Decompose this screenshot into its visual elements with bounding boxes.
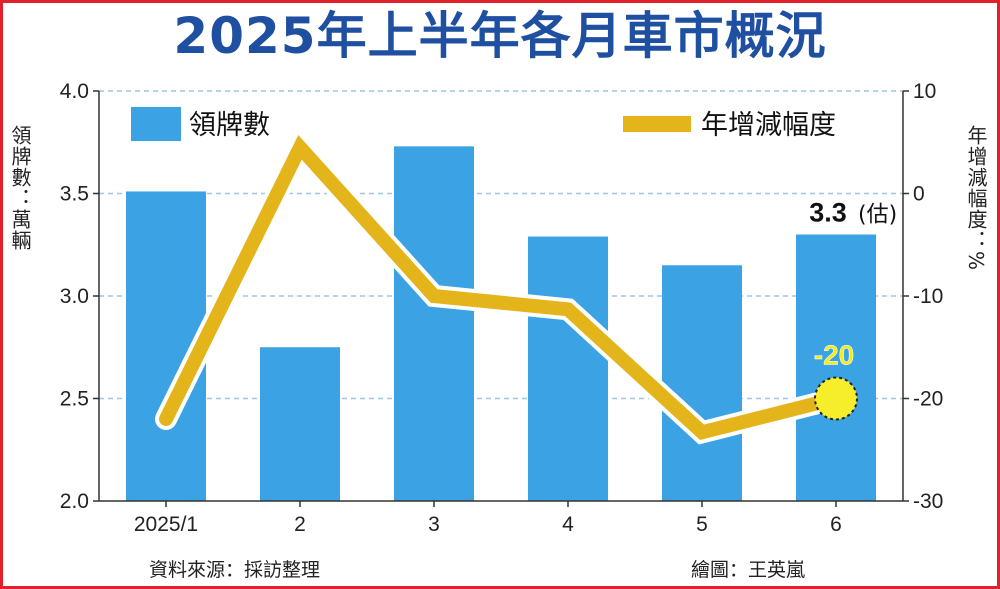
combo-chart: 2.0 2.5 3.0 3.5 4.0 -30 -20 -10 0 10 2025/1 2 3 4 5 6 領… bbox=[60, 80, 944, 536]
left-axis-label: 領牌數：萬輛 bbox=[8, 125, 32, 251]
line-point-3 bbox=[566, 307, 570, 312]
x-tick-label: 6 bbox=[830, 513, 842, 536]
source-note: 資料來源：採訪整理 bbox=[149, 559, 321, 581]
line-point-0 bbox=[164, 417, 168, 421]
legend-bar-label: 領牌數 bbox=[189, 110, 270, 141]
right-tick-label: 0 bbox=[913, 183, 925, 206]
left-tick-label: 2.0 bbox=[60, 490, 89, 513]
right-tick-label: -20 bbox=[913, 388, 943, 411]
right-axis-label: 年增減幅度：% bbox=[964, 125, 988, 272]
right-tick-label: -10 bbox=[913, 285, 943, 308]
legend-bar-swatch bbox=[131, 107, 181, 141]
chart-title: 2025年上半年各月車市概況 bbox=[173, 7, 827, 65]
right-tick-label: 10 bbox=[913, 80, 936, 103]
left-tick-label: 3.0 bbox=[60, 285, 89, 308]
grid-lines bbox=[99, 90, 903, 400]
bar-4 bbox=[662, 265, 742, 501]
x-tick-label: 3 bbox=[428, 513, 440, 536]
legend-line-label: 年增減幅度 bbox=[701, 110, 836, 141]
x-tick-label: 2025/1 bbox=[134, 513, 198, 536]
line-point-4 bbox=[700, 430, 704, 435]
legend-line-swatch bbox=[623, 116, 691, 132]
bar-note-annotation: (估) bbox=[858, 203, 897, 228]
line-point-1 bbox=[298, 145, 302, 150]
right-tick-label: -30 bbox=[913, 490, 943, 513]
left-tick-label: 4.0 bbox=[60, 80, 89, 103]
line-value-annotation: -20 bbox=[814, 340, 854, 371]
bar-3 bbox=[528, 236, 608, 502]
bar-5 bbox=[796, 234, 876, 501]
highlight-marker bbox=[814, 376, 858, 421]
bar-1 bbox=[260, 347, 340, 501]
annotations: 3.3 (估) -20 bbox=[809, 198, 897, 421]
bar-series bbox=[126, 146, 876, 502]
x-tick-label: 4 bbox=[562, 513, 574, 536]
line-point-2 bbox=[432, 294, 436, 298]
legend: 領牌數 年增減幅度 bbox=[131, 107, 836, 141]
line-path bbox=[159, 135, 843, 441]
left-tick-label: 3.5 bbox=[60, 183, 89, 206]
credit-note: 繪圖：王英嵐 bbox=[691, 559, 806, 581]
left-tick-label: 2.5 bbox=[60, 388, 89, 411]
x-tick-label: 2 bbox=[294, 513, 306, 536]
bar-value-annotation: 3.3 bbox=[809, 198, 847, 228]
bar-2 bbox=[394, 146, 474, 501]
x-tick-label: 5 bbox=[696, 513, 708, 536]
axes: 2.0 2.5 3.0 3.5 4.0 -30 -20 -10 0 10 2025/1 2 3 4 5 6 bbox=[60, 80, 944, 536]
